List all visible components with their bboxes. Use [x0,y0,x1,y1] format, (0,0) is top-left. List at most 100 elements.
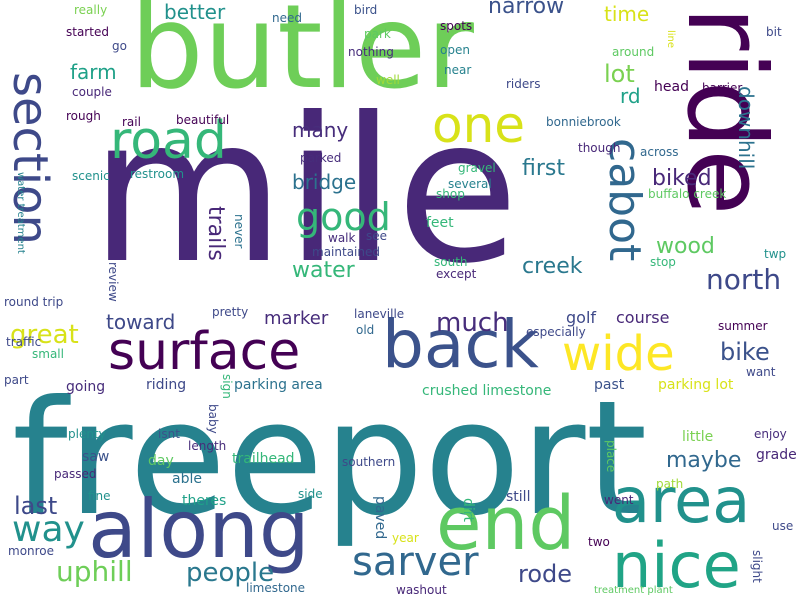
cloud-word: wide [562,326,675,382]
cloud-word: maintained [312,245,380,259]
cloud-word: around [612,45,655,59]
cloud-word: bike [720,338,770,366]
cloud-word: though [578,141,621,155]
cloud-word: day [148,453,174,469]
cloud-word: course [616,308,670,327]
cloud-word: walk [328,231,356,245]
cloud-word: paved [372,496,388,540]
cloud-word: couple [72,85,112,99]
cloud-word: able [172,471,202,487]
cloud-word: monroe [8,544,55,558]
cloud-word: two [588,535,610,549]
cloud-word: head [654,79,689,95]
cloud-word: uphill [56,555,133,588]
cloud-word: farm [70,60,117,84]
cloud-word: part [4,373,29,387]
cloud-word: went [604,493,634,507]
cloud-word: started [66,25,109,39]
cloud-word: way [12,509,85,550]
cloud-word: bonniebrook [546,115,621,129]
cloud-word: trailhead [232,451,295,467]
cloud-word: maybe [666,448,742,473]
cloud-word: barrier [702,81,743,95]
cloud-word: side [298,487,323,501]
cloud-word: much [436,308,509,338]
cloud-word: little [682,429,714,445]
cloud-word: butler [130,0,474,115]
cloud-word: spots [440,19,473,33]
cloud-word: pretty [212,305,249,319]
cloud-word: nothing [348,45,394,59]
cloud-word: south [434,255,468,269]
cloud-word: water treatment [15,172,26,254]
cloud-word: enjoy [754,427,787,441]
cloud-word: sarver [352,539,479,585]
cloud-word: good [296,195,391,239]
cloud-word: length [188,439,227,453]
cloud-word: freeport [12,367,648,551]
cloud-word: parked [300,151,342,165]
cloud-word: water [292,258,355,283]
cloud-word: mile [90,75,520,308]
cloud-word: across [640,145,679,159]
cloud-word: great [10,320,79,350]
cloud-word: several [448,177,492,191]
cloud-word: rail [122,115,141,129]
cloud-word: rd [620,84,641,108]
cloud-word: grade [756,447,797,463]
cloud-word: north [706,263,782,296]
cloud-word: road [110,111,227,171]
cloud-word: wood [656,234,715,259]
cloud-word: sign [220,374,234,399]
cloud-word: summer [718,319,768,333]
cloud-word: slight [750,550,764,583]
cloud-word: crushed limestone [422,383,552,399]
cloud-word: baby [206,404,220,434]
cloud-word: time [604,2,650,26]
cloud-word: end [436,481,576,567]
cloud-word: gravel [458,161,496,175]
cloud-word: limestone [246,581,306,595]
cloud-word: laneville [354,307,405,321]
cloud-word: open [440,43,470,57]
cloud-word: especially [526,325,586,339]
cloud-word: parking area [234,377,323,393]
cloud-word: beautiful [176,113,230,127]
cloud-word: first [522,156,565,181]
cloud-word: narrow [488,0,565,19]
cloud-word: isnt [158,427,180,441]
cloud-word: biked [652,166,712,191]
cloud-word: downhill [734,86,758,170]
cloud-word: going [66,379,106,395]
cloud-word: along [88,483,310,576]
cloud-word: nice [612,529,741,600]
cloud-word: better [164,0,226,24]
cloud-word: twp [764,247,787,261]
cloud-word: last [14,492,58,520]
cloud-word: buffalo creek [648,187,727,201]
cloud-word: many [292,118,349,142]
cloud-word: bit [766,25,782,39]
cloud-word: passed [54,467,97,481]
cloud-word: bridge [292,170,357,194]
cloud-word: old [356,323,375,337]
cloud-word: rode [518,560,573,588]
cloud-word: plenty [68,427,106,441]
cloud-word: path [656,477,684,491]
cloud-word: small [32,347,64,361]
cloud-word: use [772,519,794,533]
cloud-word: feet [426,215,454,231]
cloud-word: people [186,558,275,588]
cloud-word: saw [82,449,110,465]
cloud-word: lot [604,60,635,88]
cloud-word: section [2,72,58,245]
cloud-word: bird [354,3,378,17]
cloud-word: year [392,531,419,545]
cloud-word: marker [264,308,329,329]
cloud-word: riders [506,77,541,91]
cloud-word: area [612,464,751,537]
cloud-word: well [376,73,400,87]
cloud-word: creek [522,254,583,279]
cloud-word: surface [108,322,301,382]
